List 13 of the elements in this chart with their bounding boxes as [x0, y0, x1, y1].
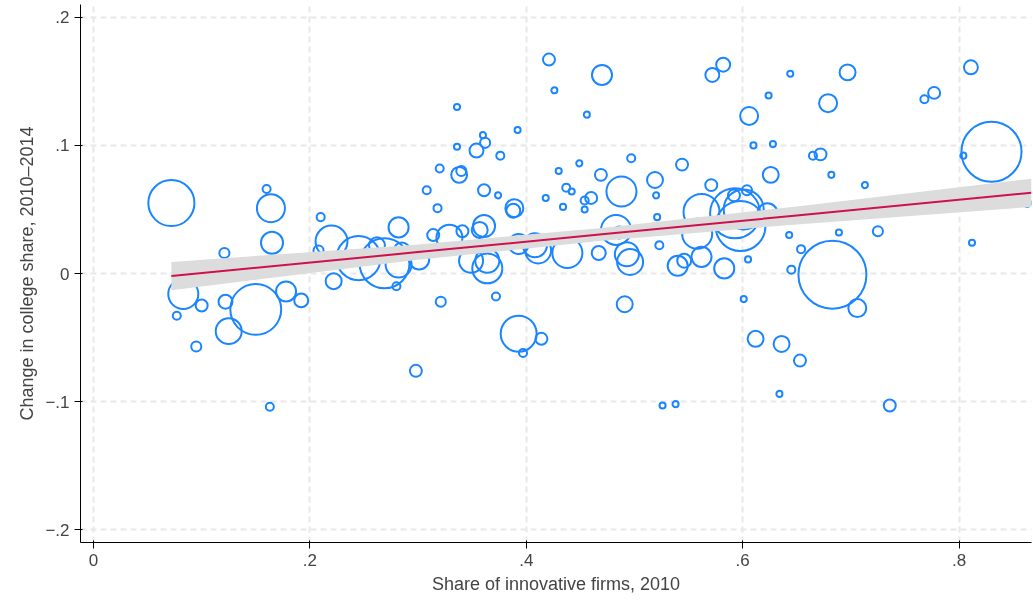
y-tick-label: −.1	[45, 392, 70, 412]
x-tick-label: .4	[519, 550, 534, 570]
y-tick-label: 0	[60, 264, 70, 284]
y-tick-label: .2	[55, 8, 70, 28]
line-series	[170, 191, 1032, 278]
x-tick-label: .2	[302, 550, 317, 570]
x-axis-title: Share of innovative firms, 2010	[431, 573, 681, 594]
x-tick-label: .6	[735, 550, 750, 570]
y-tick-label: .1	[55, 136, 70, 156]
x-tick-label: .8	[951, 550, 967, 570]
y-tick-label: −.2	[45, 520, 70, 540]
x-tick-label: 0	[88, 550, 99, 570]
y-axis-title: Change in college share, 2010–2014	[17, 126, 38, 421]
